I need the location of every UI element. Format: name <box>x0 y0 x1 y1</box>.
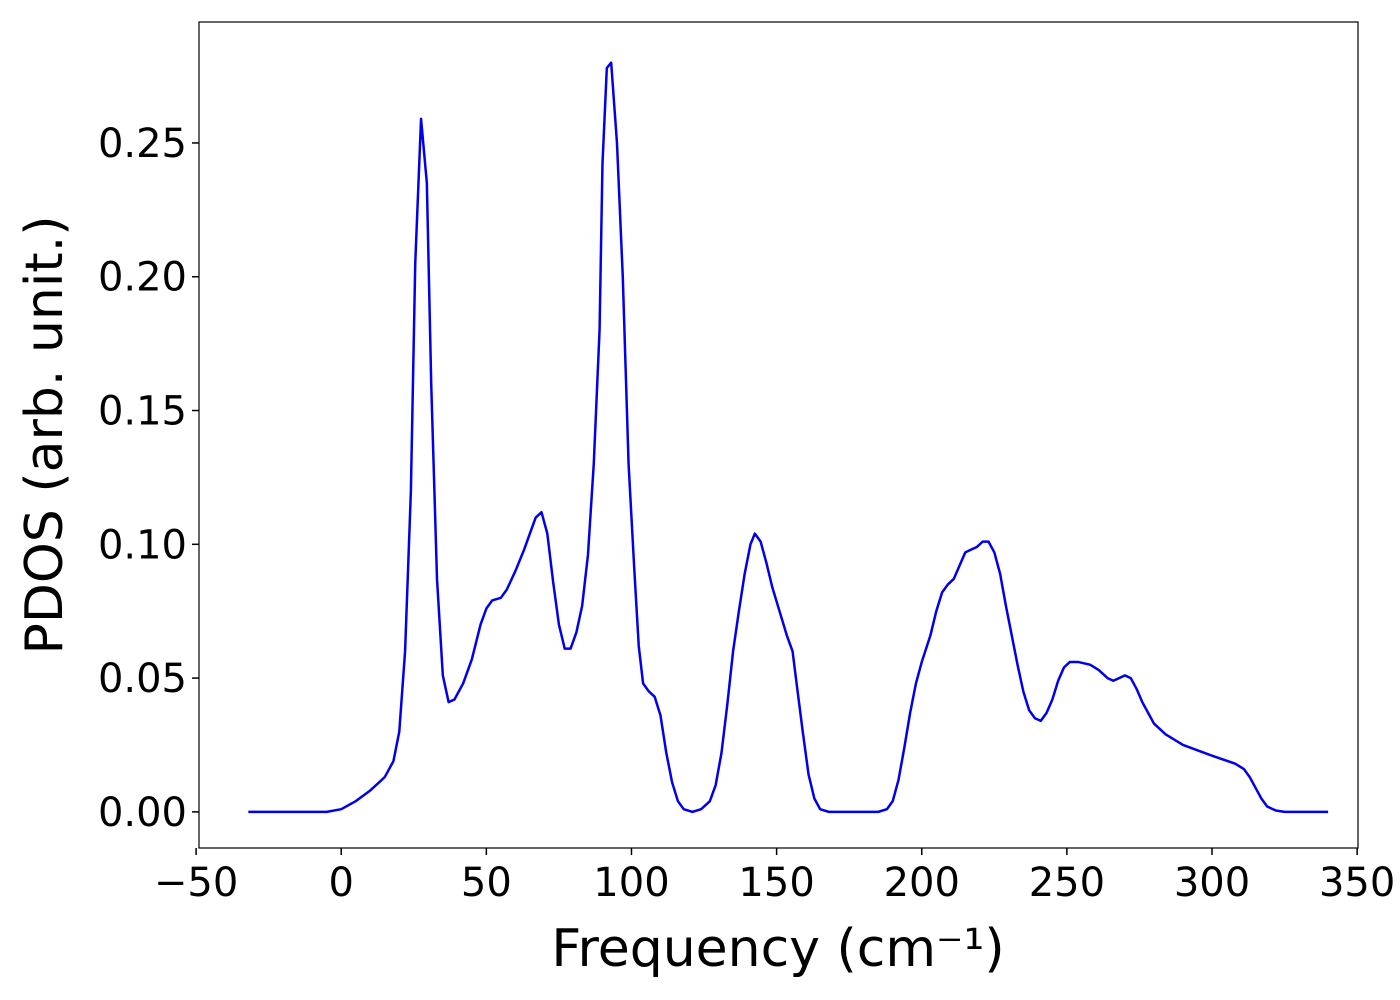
x-tick-label: 200 <box>884 860 960 906</box>
x-tick-label: 100 <box>593 860 669 906</box>
y-tick-label: 0.25 <box>98 121 187 167</box>
x-tick-label: 0 <box>328 860 353 906</box>
y-tick-label: 0.10 <box>98 522 187 568</box>
x-tick-label: 300 <box>1174 860 1250 906</box>
x-tick-label: 150 <box>738 860 814 906</box>
y-tick-label: 0.15 <box>98 389 187 435</box>
plot-frame <box>198 21 1359 849</box>
y-tick-label: 0.20 <box>98 255 187 301</box>
y-tick-label: 0.05 <box>98 656 187 702</box>
x-tick-label: 50 <box>461 860 512 906</box>
x-tick-label: 350 <box>1319 860 1395 906</box>
x-axis-label: Frequency (cm⁻¹) <box>551 919 1004 979</box>
x-tick-label: −50 <box>154 860 238 906</box>
y-tick-label: 0.00 <box>98 790 187 836</box>
data-line <box>248 61 1329 814</box>
x-tick-label: 250 <box>1029 860 1105 906</box>
y-axis-label: PDOS (arb. unit.) <box>15 215 75 654</box>
